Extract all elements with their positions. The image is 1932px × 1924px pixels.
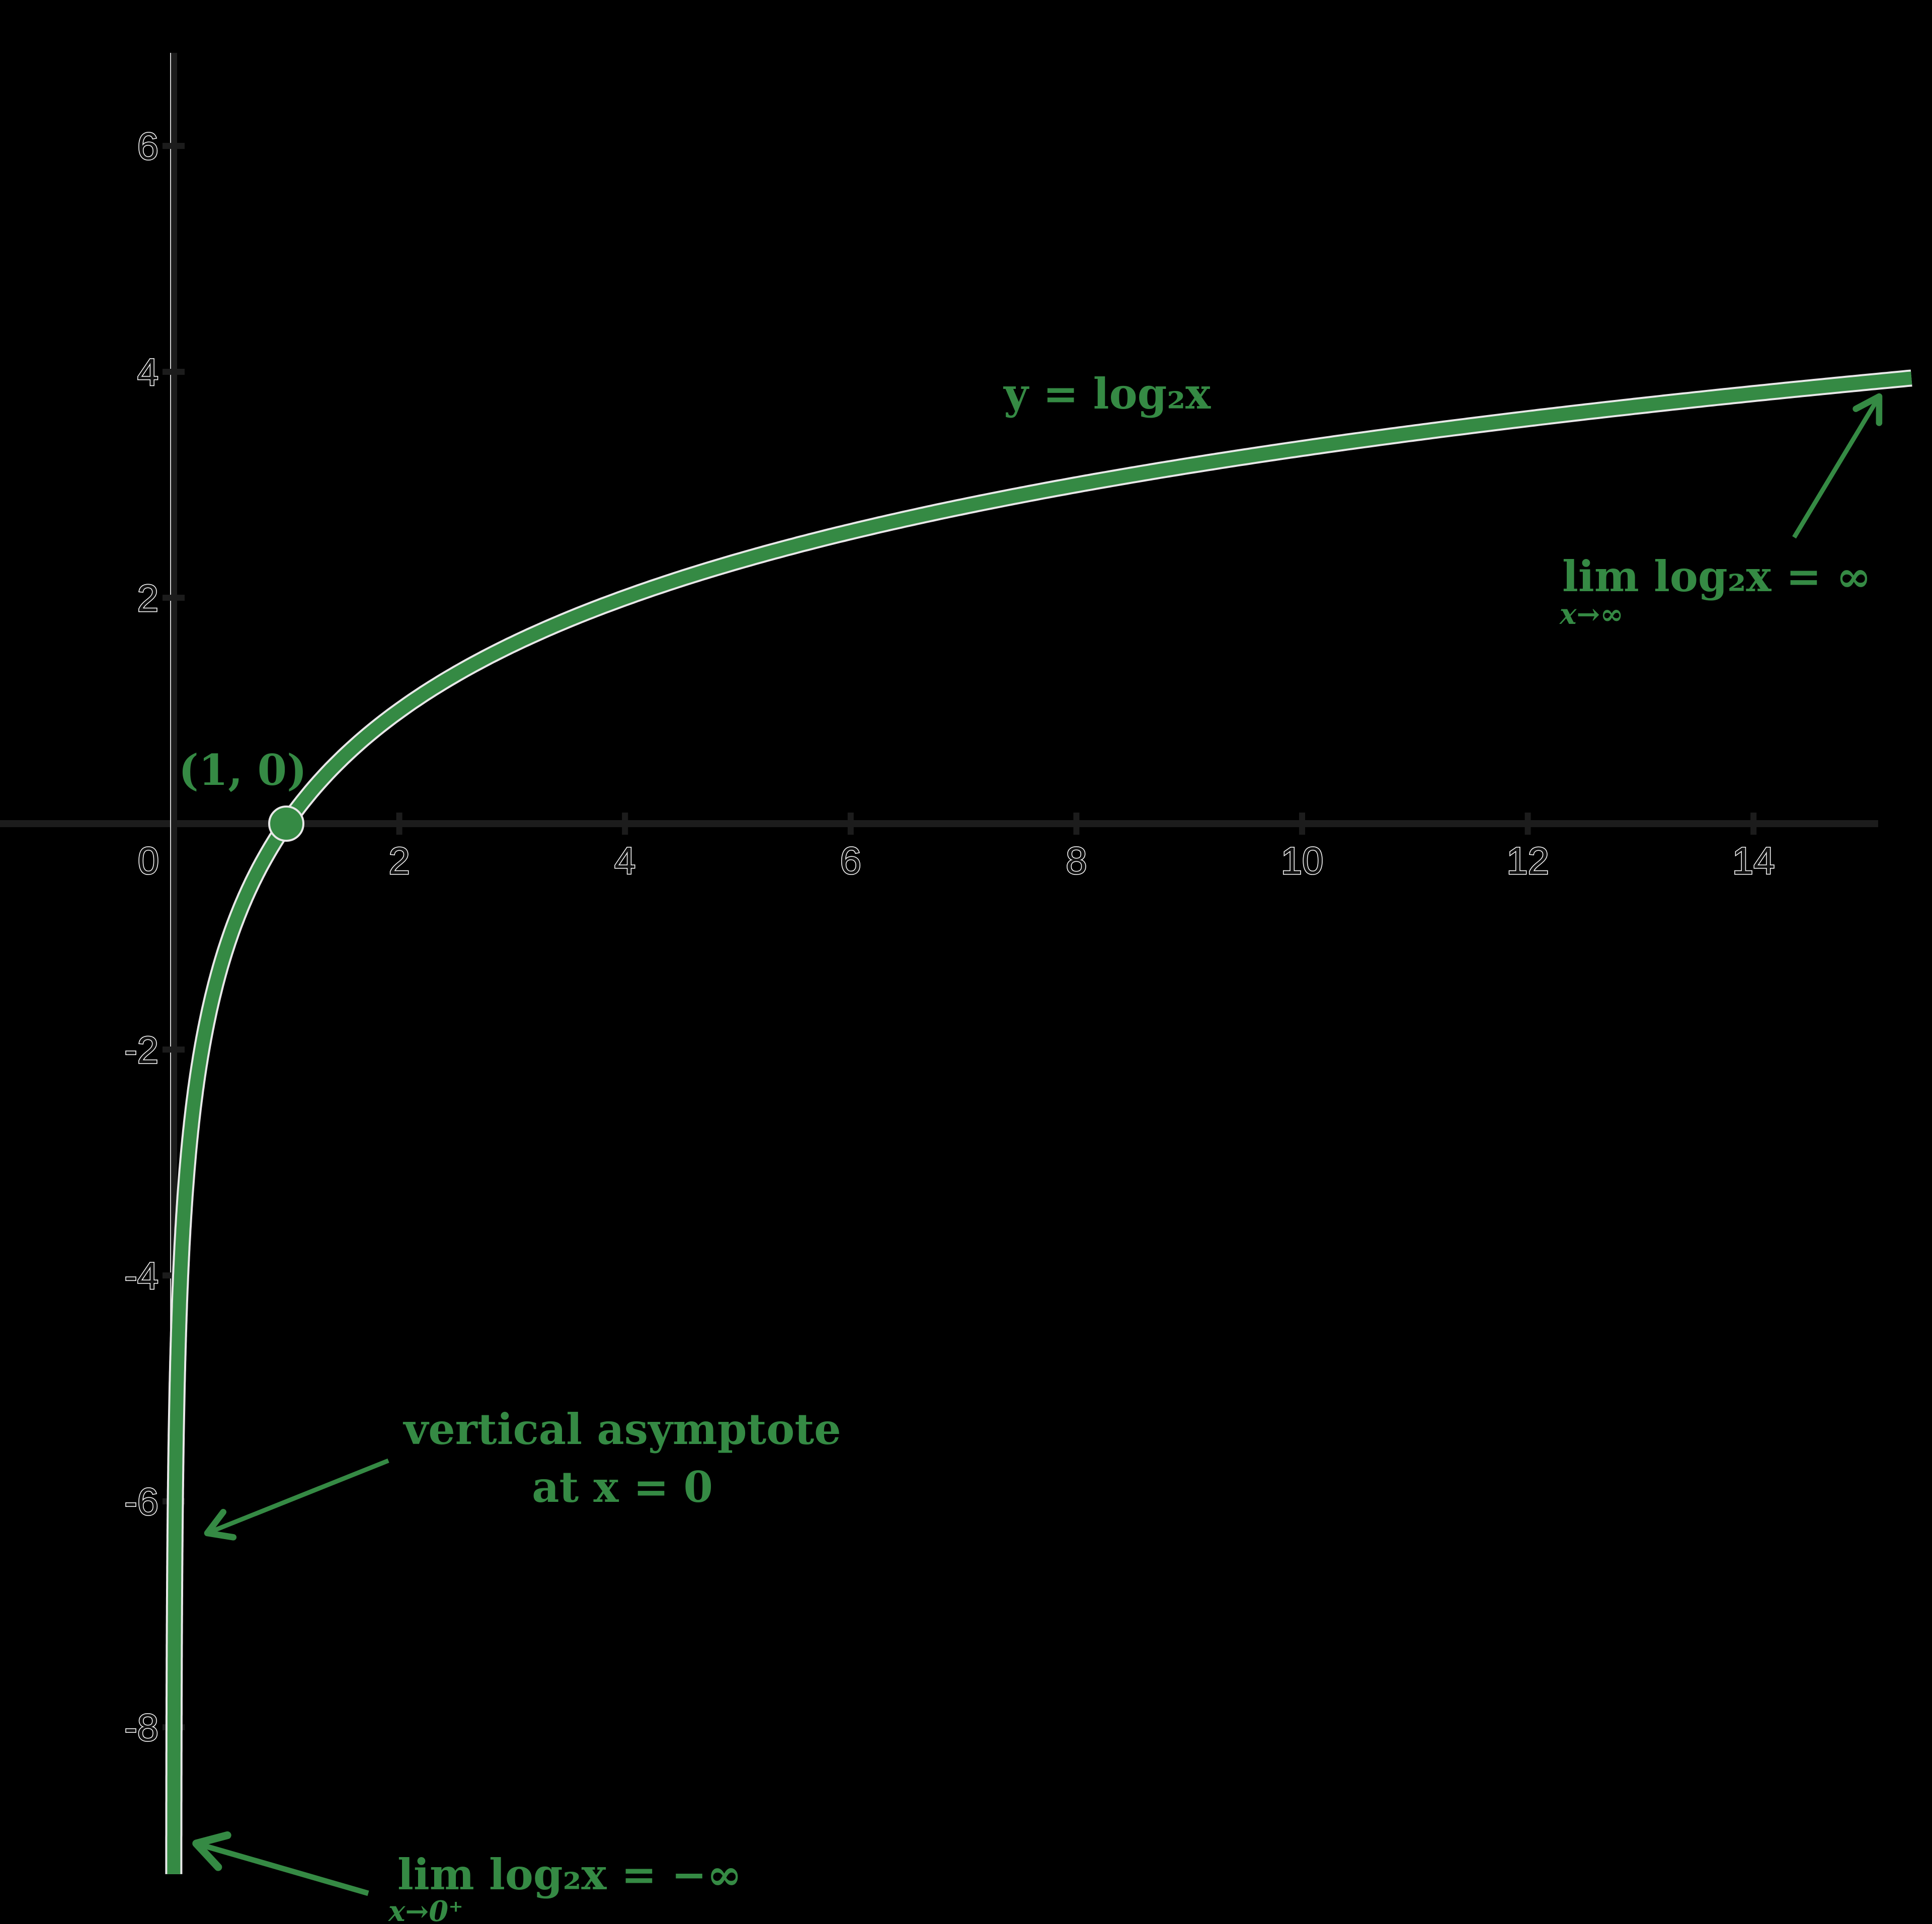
y-ticks: 6 4 2 -2 -4 -6 -8 <box>124 125 185 1750</box>
x-tick-label: 14 <box>1732 840 1775 883</box>
y-tick-label: 6 <box>137 125 158 168</box>
curve-outline <box>165 369 1916 1880</box>
asymptote-label-line2: at x = 0 <box>532 1462 713 1512</box>
y-tick-label: 4 <box>137 351 158 394</box>
y-tick-label: -6 <box>124 1481 158 1524</box>
y-tick-label: -2 <box>124 1029 158 1072</box>
log2-curve <box>167 371 1914 1878</box>
x-tick-label: 8 <box>1066 840 1087 883</box>
y-tick-label: -4 <box>124 1255 158 1298</box>
right-limit-label: lim log₂x = ∞ <box>1562 551 1871 601</box>
left-limit-label: lim log₂x = −∞ <box>397 1850 742 1899</box>
right-limit-subscript: x→∞ <box>1559 598 1624 631</box>
axes <box>0 53 1878 1852</box>
asymptote-arrow-icon <box>204 1458 389 1541</box>
left-limit-subscript: x→0⁺ <box>388 1895 463 1924</box>
x-tick-label: 2 <box>388 840 410 883</box>
y-tick-label: 2 <box>137 577 158 620</box>
left-limit-arrow-icon <box>192 1831 369 1896</box>
function-label: y = log₂x <box>1003 369 1211 419</box>
asymptote-label-line1: vertical asymptote <box>403 1404 841 1454</box>
x-ticks: 0 2 4 6 8 10 12 14 <box>137 813 1776 884</box>
y-tick-label: -8 <box>124 1707 158 1749</box>
right-limit-arrow-icon <box>1792 393 1883 539</box>
x-tick-label: 10 <box>1281 840 1324 883</box>
x-tick-label: 0 <box>138 840 159 883</box>
x-tick-label: 12 <box>1506 840 1549 883</box>
x-tick-label: 6 <box>840 840 861 883</box>
x-tick-label: 4 <box>614 840 635 883</box>
point-1-0 <box>268 806 304 842</box>
point-label: (1, 0) <box>179 745 307 795</box>
